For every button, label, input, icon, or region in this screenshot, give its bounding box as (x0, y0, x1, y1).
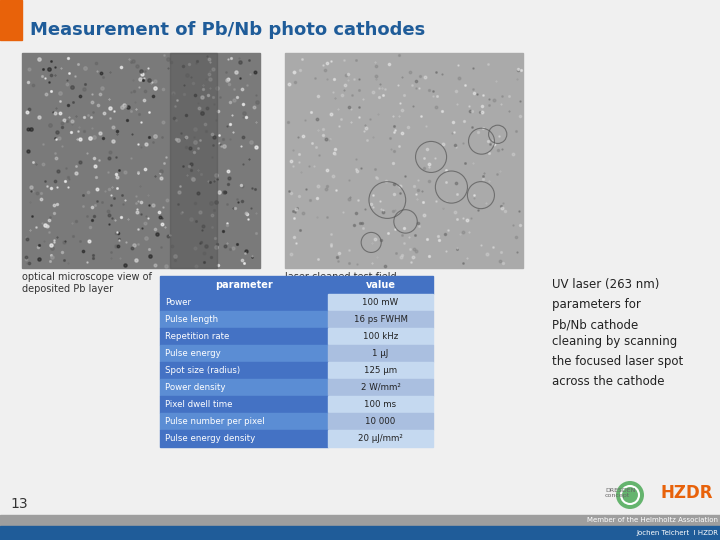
Text: Pulse energy density: Pulse energy density (165, 434, 256, 443)
Text: 16 ps FWHM: 16 ps FWHM (354, 315, 408, 324)
Bar (285, 53, 523, 268)
Bar (328, 294, 433, 311)
Bar (160, 362, 328, 379)
Bar (160, 328, 328, 345)
Bar (328, 328, 433, 345)
Bar (160, 311, 328, 328)
Text: 100 ms: 100 ms (364, 400, 397, 409)
Text: Power: Power (165, 298, 191, 307)
Bar (328, 413, 433, 430)
Text: Jochen Telchert  I HZDR: Jochen Telchert I HZDR (636, 530, 718, 536)
Text: 13: 13 (10, 497, 27, 511)
Text: HZDR: HZDR (660, 484, 713, 502)
Bar (328, 362, 433, 379)
Text: parameter: parameter (215, 280, 273, 290)
Bar (160, 276, 433, 294)
Bar (22, 53, 260, 268)
Text: Spot size (radius): Spot size (radius) (165, 366, 240, 375)
Text: Pulse number per pixel: Pulse number per pixel (165, 417, 265, 426)
Bar (170, 53, 217, 268)
Bar (160, 430, 328, 447)
Text: 10 000: 10 000 (365, 417, 395, 426)
Text: cleaning by scanning
the focused laser spot
across the cathode: cleaning by scanning the focused laser s… (552, 335, 683, 388)
Circle shape (616, 481, 644, 509)
Text: Pulse length: Pulse length (165, 315, 218, 324)
Text: Power density: Power density (165, 383, 225, 392)
Bar (328, 345, 433, 362)
Bar (328, 396, 433, 413)
Bar (328, 379, 433, 396)
Bar (160, 379, 328, 396)
Text: 100 mW: 100 mW (362, 298, 399, 307)
Text: 2 W/mm²: 2 W/mm² (361, 383, 400, 392)
Text: Repetition rate: Repetition rate (165, 332, 230, 341)
Text: Measurement of Pb/Nb photo cathodes: Measurement of Pb/Nb photo cathodes (30, 21, 426, 39)
Bar (0, 0, 22, 40)
Text: 125 μm: 125 μm (364, 366, 397, 375)
Text: Member of the Helmholtz Association: Member of the Helmholtz Association (587, 517, 718, 523)
Text: UV laser (263 nm)
parameters for
Pb/Nb cathode: UV laser (263 nm) parameters for Pb/Nb c… (552, 278, 660, 331)
Bar (160, 396, 328, 413)
Text: 1 μJ: 1 μJ (372, 349, 389, 358)
Text: value: value (366, 280, 395, 290)
Text: laser cleaned test field: laser cleaned test field (285, 272, 397, 282)
Bar (328, 430, 433, 447)
Text: Pixel dwell time: Pixel dwell time (165, 400, 233, 409)
Bar (160, 413, 328, 430)
Text: 100 kHz: 100 kHz (363, 332, 398, 341)
Bar (328, 311, 433, 328)
Text: optical microscope view of
deposited Pb layer: optical microscope view of deposited Pb … (22, 272, 152, 294)
Text: DRESDEN
concept: DRESDEN concept (605, 488, 635, 498)
Bar (0, 515, 720, 540)
Bar (0, 526, 720, 540)
Bar (160, 345, 328, 362)
Text: Pulse energy: Pulse energy (165, 349, 221, 358)
Text: 20 μJ/mm²: 20 μJ/mm² (358, 434, 403, 443)
Bar (160, 294, 328, 311)
